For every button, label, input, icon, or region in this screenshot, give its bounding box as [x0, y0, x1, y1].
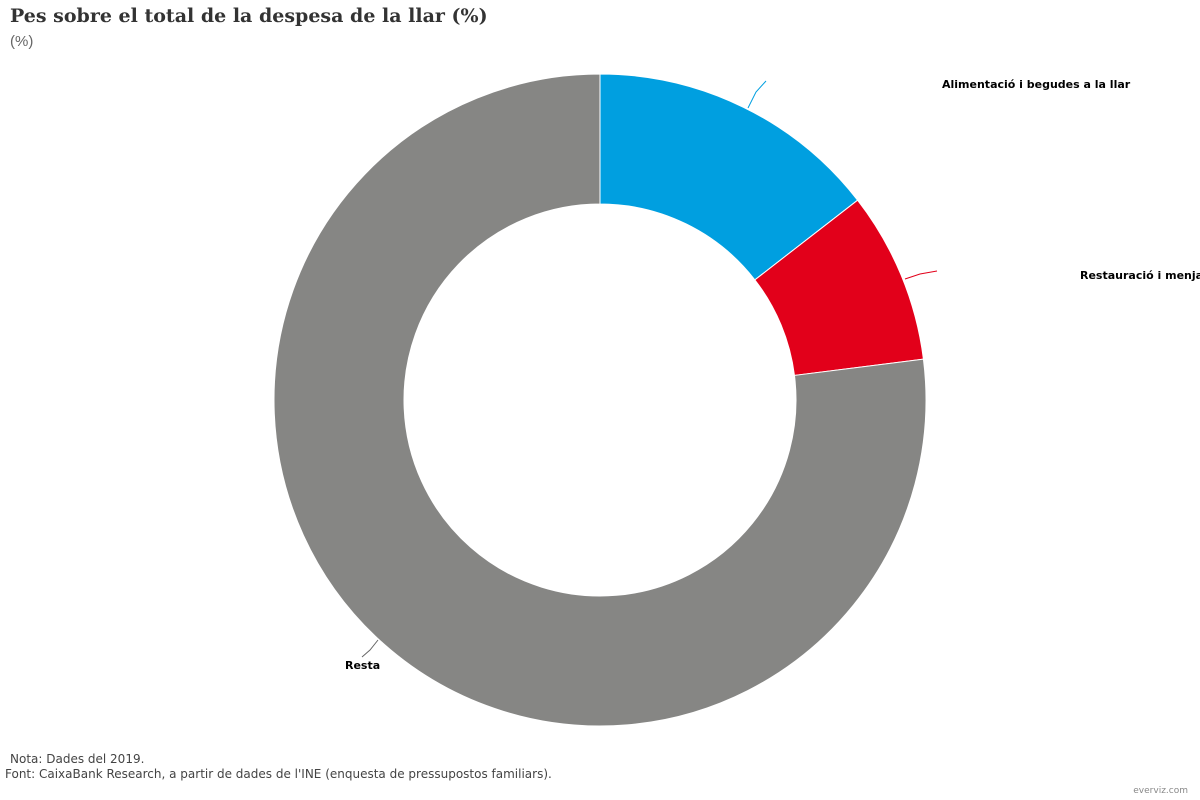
chart-title: Pes sobre el total de la despesa de la l…	[10, 5, 488, 27]
data-label-0: Alimentació i begudes a la llar	[942, 78, 1131, 91]
label-group: Alimentació i begudes a la llar Restaurac…	[345, 78, 1200, 672]
data-label-1: Restauració i menjadors	[1080, 269, 1200, 282]
data-label-2: Resta	[345, 659, 380, 672]
connector-line-1	[904, 270, 938, 280]
connector-group	[361, 80, 938, 658]
chart-subtitle: (%)	[10, 33, 34, 50]
connector-line-0	[747, 80, 767, 109]
donut-slice-2[interactable]	[273, 73, 927, 727]
chart-note: Nota: Dades del 2019.	[10, 752, 145, 766]
chart-source: Font: CaixaBank Research, a partir de da…	[5, 767, 552, 781]
chart-credit[interactable]: everviz.com	[1133, 786, 1188, 796]
connector-line-2	[361, 639, 379, 658]
slice-group	[273, 73, 927, 727]
